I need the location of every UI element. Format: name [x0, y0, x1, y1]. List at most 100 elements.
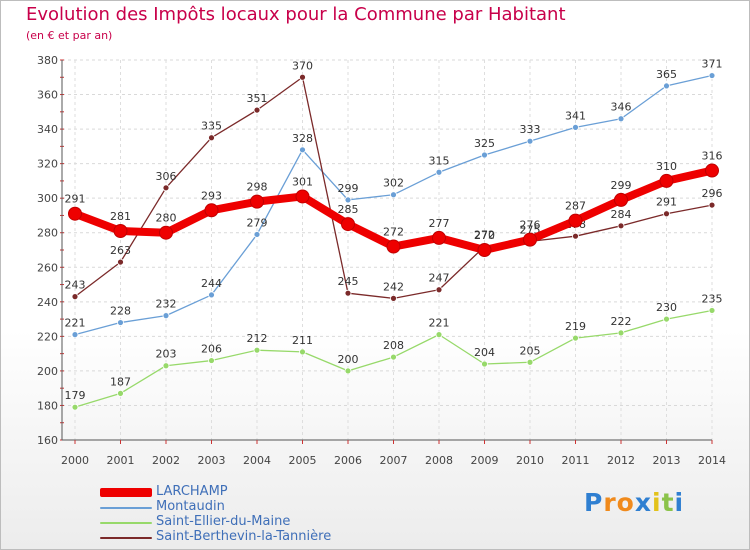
data-label-montaudin: 232	[156, 298, 177, 311]
data-point-saint-ellier-du-maine	[481, 360, 488, 368]
data-label-saint-ellier-du-maine: 179	[65, 389, 86, 402]
data-point-montaudin	[208, 291, 215, 299]
brand-letter: i	[674, 488, 685, 517]
data-point-saint-ellier-du-maine	[435, 331, 443, 339]
data-point-larchamp	[614, 192, 628, 207]
data-point-saint-berthevin-la-tanni-re	[663, 210, 670, 218]
data-point-larchamp	[113, 224, 128, 238]
legend-label: Saint-Berthevin-la-Tannière	[156, 529, 332, 544]
data-point-montaudin	[117, 319, 124, 326]
data-point-larchamp	[341, 217, 355, 232]
brand-letter: x	[634, 488, 652, 517]
y-tick-label: 380	[37, 54, 58, 67]
x-tick-label: 2008	[425, 454, 453, 467]
data-point-larchamp	[295, 189, 310, 204]
x-tick-label: 2012	[607, 454, 635, 467]
y-tick-label: 300	[37, 192, 58, 205]
data-point-saint-berthevin-la-tanni-re	[390, 294, 397, 302]
data-point-montaudin	[663, 82, 670, 90]
data-point-saint-ellier-du-maine	[617, 329, 625, 337]
data-label-saint-ellier-du-maine: 222	[611, 315, 632, 328]
legend-swatch	[100, 522, 152, 524]
data-label-saint-ellier-du-maine: 205	[520, 344, 541, 357]
data-label-larchamp: 291	[65, 193, 86, 206]
data-point-saint-berthevin-la-tanni-re	[435, 286, 443, 294]
data-label-larchamp: 270	[474, 229, 495, 242]
data-label-larchamp: 276	[520, 219, 541, 232]
brand-letter: t	[661, 488, 675, 517]
data-point-saint-berthevin-la-tanni-re	[162, 184, 170, 192]
data-label-saint-berthevin-la-tanni-re: 306	[156, 170, 177, 183]
data-point-larchamp	[250, 194, 264, 209]
data-label-montaudin: 315	[429, 154, 450, 167]
y-tick-label: 220	[37, 330, 58, 343]
data-label-larchamp: 272	[383, 226, 404, 239]
y-tick-label: 340	[37, 123, 58, 136]
data-point-saint-ellier-du-maine	[71, 403, 79, 411]
data-point-larchamp	[659, 173, 674, 188]
data-point-montaudin	[390, 191, 397, 199]
data-point-montaudin	[526, 137, 534, 145]
legend-item: Saint-Berthevin-la-Tannière	[100, 529, 360, 545]
data-point-larchamp	[477, 243, 492, 257]
x-tick-label: 2009	[471, 454, 499, 467]
data-point-saint-berthevin-la-tanni-re	[117, 258, 124, 266]
data-point-saint-ellier-du-maine	[162, 362, 170, 370]
data-label-montaudin: 302	[383, 177, 404, 190]
x-tick-label: 2011	[562, 454, 590, 467]
data-point-saint-ellier-du-maine	[299, 348, 306, 356]
data-label-larchamp: 285	[338, 203, 359, 216]
data-label-montaudin: 365	[656, 68, 677, 81]
data-label-montaudin: 328	[292, 132, 313, 145]
brand-letter: o	[616, 488, 635, 517]
proxiti-logo: Proxiti	[584, 488, 684, 517]
data-label-saint-ellier-du-maine: 211	[292, 334, 313, 347]
data-label-montaudin: 279	[247, 216, 268, 229]
x-tick-label: 2002	[152, 454, 180, 467]
data-point-saint-ellier-du-maine	[253, 346, 261, 354]
data-label-larchamp: 310	[656, 160, 677, 173]
brand-letter: i	[652, 488, 662, 517]
data-point-larchamp	[159, 225, 173, 240]
data-point-saint-ellier-du-maine	[344, 367, 352, 375]
data-label-larchamp: 281	[110, 210, 131, 223]
legend-swatch	[100, 507, 152, 509]
data-label-saint-ellier-du-maine: 187	[110, 375, 131, 388]
data-label-montaudin: 333	[520, 123, 541, 136]
x-tick-label: 2005	[289, 454, 317, 467]
data-label-saint-berthevin-la-tanni-re: 247	[429, 272, 450, 285]
data-label-montaudin: 244	[201, 277, 222, 290]
x-tick-label: 2004	[243, 454, 271, 467]
data-label-saint-ellier-du-maine: 208	[383, 339, 404, 352]
data-point-montaudin	[71, 331, 79, 339]
data-label-saint-ellier-du-maine: 219	[565, 320, 586, 333]
data-point-saint-ellier-du-maine	[663, 315, 670, 323]
legend-label: LARCHAMP	[156, 484, 228, 499]
x-tick-label: 2003	[198, 454, 226, 467]
data-point-saint-berthevin-la-tanni-re	[708, 201, 716, 209]
data-point-saint-berthevin-la-tanni-re	[71, 293, 79, 301]
data-point-larchamp	[432, 230, 446, 245]
legend-item: Saint-Ellier-du-Maine	[100, 514, 360, 530]
data-label-saint-ellier-du-maine: 200	[338, 353, 359, 366]
data-label-saint-ellier-du-maine: 203	[156, 348, 177, 361]
data-point-larchamp	[386, 239, 401, 254]
data-label-saint-berthevin-la-tanni-re: 296	[702, 187, 723, 200]
data-label-larchamp: 277	[429, 217, 450, 230]
data-label-montaudin: 228	[110, 305, 131, 318]
data-label-saint-ellier-du-maine: 206	[201, 343, 222, 356]
x-tick-label: 2014	[698, 454, 726, 467]
data-label-montaudin: 299	[338, 182, 359, 195]
chart-title: Evolution des Impôts locaux pour la Comm…	[26, 4, 566, 25]
data-point-montaudin	[253, 231, 261, 238]
data-point-montaudin	[435, 168, 443, 176]
x-tick-label: 2000	[61, 454, 89, 467]
data-point-larchamp	[568, 213, 583, 228]
legend-item: LARCHAMP	[100, 484, 360, 500]
data-point-montaudin	[708, 72, 716, 79]
data-point-saint-ellier-du-maine	[208, 357, 215, 364]
data-label-saint-berthevin-la-tanni-re: 370	[292, 59, 313, 72]
y-tick-label: 320	[37, 158, 58, 171]
data-point-saint-berthevin-la-tanni-re	[344, 289, 352, 297]
